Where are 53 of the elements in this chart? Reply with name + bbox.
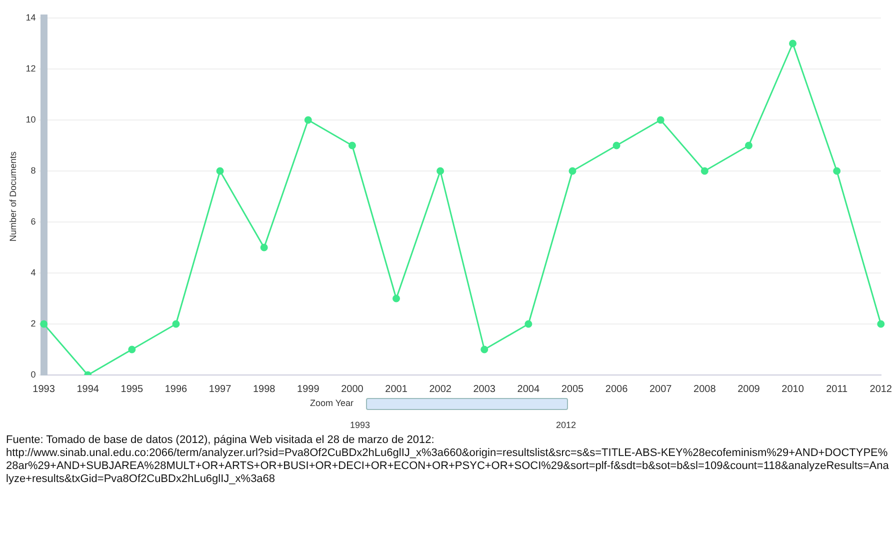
x-tick-label: 2002 — [429, 384, 452, 395]
point — [700, 167, 708, 175]
x-tick-label: 1998 — [252, 384, 276, 395]
y-axis-title: Number of Documents — [8, 150, 18, 242]
point — [172, 320, 180, 328]
point — [524, 320, 532, 328]
point — [260, 244, 268, 252]
point — [480, 346, 488, 354]
point — [40, 320, 48, 328]
y-tick-label: 2 — [30, 318, 36, 328]
y-tick-label: 4 — [30, 267, 36, 278]
x-tick-label: 1999 — [297, 384, 320, 395]
point — [304, 116, 312, 124]
text: 1993 — [350, 420, 370, 430]
x-tick-label: 2008 — [694, 384, 716, 395]
source-note: Fuente: Tomado de base de datos (2012), página Web visitada el 28 de marzo de 2012: — [6, 434, 436, 447]
x-tick-label: 2005 — [561, 384, 584, 395]
y-tick-label: 12 — [26, 63, 36, 74]
x-tick-label: 2010 — [782, 384, 804, 395]
point — [789, 40, 797, 48]
point — [128, 346, 136, 354]
point — [877, 320, 885, 328]
point — [656, 116, 664, 124]
x-tick-label: 2006 — [605, 384, 628, 395]
x-tick-label: 2009 — [738, 384, 760, 395]
text: Zoom Year — [310, 398, 354, 408]
x-tick-label: 1995 — [120, 384, 144, 395]
x-tick-label: 2000 — [341, 384, 364, 395]
x-tick-label: 2011 — [826, 384, 848, 395]
y-tick-label: 10 — [26, 114, 36, 124]
point — [436, 167, 444, 175]
point — [392, 294, 400, 302]
x-tick-label: 1993 — [32, 384, 56, 395]
x-tick-label: 2004 — [517, 384, 540, 395]
y-tick-label: 8 — [30, 165, 36, 176]
point — [568, 167, 576, 175]
y-tick-label: 0 — [30, 369, 36, 380]
text: http://www.sinab.unal.edu.co:2066/term/analyzer.url?sid=Pva8Of2CuBDx2hLu6glIJ_x%3a660&origin=resultslist&src=s&s=TITLE-ABS-KEY%28ecofeminism%29+AND+DOCTYPE%28ar%29+AND+SUBJAREA%28MULT+OR+ARTS+OR+BUSI+OR+DECI+OR+ECON+OR+PSYC+OR+SOCI%29&sort=plf-f&sdt=b&sot=b&sl=109&count=118&analyzeResults=Analyze+results&txGid=Pva8Of2CuBDx2hLu6glIJ_x%3a68 — [6, 447, 889, 486]
x-tick-label: 2012 — [870, 384, 892, 395]
y-tick-label: 6 — [30, 216, 36, 226]
point — [744, 142, 752, 150]
x-tick-label: 2001 — [385, 384, 408, 395]
x-tick-label: 2007 — [649, 384, 672, 395]
x-tick-label: 2003 — [473, 384, 496, 395]
text: 2012 — [556, 420, 576, 430]
point — [348, 142, 356, 150]
point — [612, 142, 620, 150]
x-tick-label: 1997 — [208, 384, 232, 395]
point — [833, 167, 841, 175]
x-tick-label: 1994 — [76, 384, 100, 395]
x-tick-label: 1996 — [164, 384, 188, 395]
y-tick-label: 14 — [26, 12, 36, 22]
point — [216, 167, 224, 175]
